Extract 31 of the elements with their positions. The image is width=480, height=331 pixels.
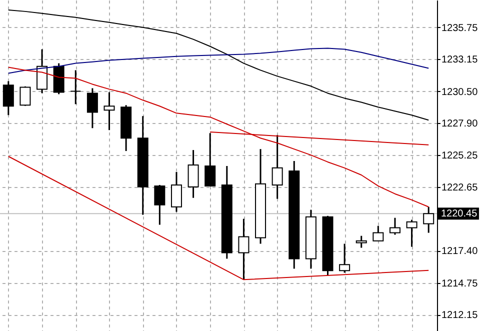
candlestick (339, 242, 350, 274)
y-tick-label: 1230.50 (442, 86, 478, 98)
y-tick-label: 1217.40 (442, 246, 478, 258)
y-tick-label: 1227.90 (442, 118, 478, 130)
y-tick-label: 1212.15 (442, 310, 478, 322)
line-series (8, 9, 430, 121)
candlestick (406, 219, 418, 248)
y-tick-label: 1233.15 (442, 54, 478, 66)
candlestick (36, 48, 48, 94)
y-tick-label: 1225.25 (442, 150, 478, 162)
candlestick (154, 184, 166, 226)
line-series (8, 66, 430, 208)
candlestick (170, 171, 182, 213)
candlestick (272, 134, 283, 200)
candlestick (86, 87, 98, 129)
candlestick (104, 91, 115, 131)
y-tick-label: 1222.65 (442, 182, 478, 194)
line-series (8, 48, 430, 74)
y-tick-label: 1214.75 (442, 278, 478, 290)
candlestick (188, 149, 199, 199)
y-tick-label: 1235.75 (442, 22, 478, 34)
candlestick (204, 132, 216, 187)
ref-line-label: 1220.45 (441, 208, 478, 220)
candlestick (2, 80, 14, 116)
candlestick (372, 225, 384, 242)
candlestick (238, 218, 250, 280)
candlestick (389, 217, 400, 236)
candlestick (70, 69, 82, 105)
candlestick (423, 206, 434, 234)
candlestick (356, 235, 367, 249)
candlestick (20, 86, 31, 107)
